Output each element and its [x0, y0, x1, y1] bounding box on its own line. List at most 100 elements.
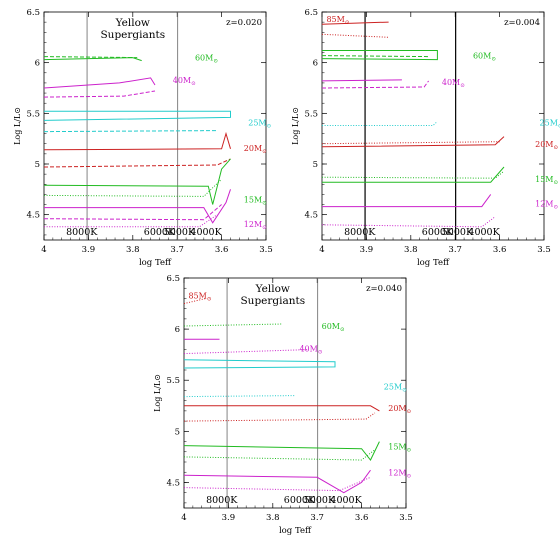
plot-frame — [183, 277, 407, 509]
evolution-track — [183, 476, 371, 492]
evolution-track — [183, 395, 296, 398]
y-tick-label: 6 — [35, 59, 40, 69]
evolution-track — [44, 214, 218, 228]
evolution-track — [43, 131, 231, 151]
y-tick-label: 6 — [313, 59, 318, 69]
x-tick-label: 3.5 — [259, 245, 273, 255]
temperature-label: 8000K — [206, 495, 238, 506]
mass-label: 20M⊙ — [388, 404, 411, 415]
evolution-track — [43, 56, 138, 59]
evolution-track — [321, 50, 438, 61]
chart-title: Yellow — [115, 17, 150, 29]
mass-label: 60M⊙ — [195, 54, 218, 65]
evolution-track — [183, 449, 376, 461]
y-tick-label: 6 — [175, 325, 180, 335]
x-tick-label: 3.8 — [404, 245, 418, 255]
mass-label: 15M⊙ — [388, 443, 411, 454]
y-tick-label: 5 — [175, 427, 180, 437]
chart-title: Supergiants — [100, 29, 165, 41]
x-tick-label: 3.5 — [537, 245, 551, 255]
chart-panel-z0040: 4 3.9 3.8 3.7 3.6 3.5 4.5 5 5.5 6 6.5 log Teff Log L… — [153, 274, 413, 535]
y-tick-label: 5 — [35, 160, 40, 170]
plot-frame — [43, 11, 267, 241]
mass-label: 15M⊙ — [535, 175, 558, 186]
metallicity-label: z=0.020 — [226, 18, 262, 28]
y-axis-label: Log L/L⊙ — [13, 107, 22, 145]
y-tick-label: 5 — [313, 160, 318, 170]
evolution-track — [43, 158, 231, 168]
evolution-track — [43, 110, 231, 121]
evolution-track — [44, 189, 231, 224]
evolution-track — [321, 55, 429, 58]
x-tick-label: 3.6 — [355, 513, 369, 523]
temperature-label: 4000K — [190, 227, 222, 238]
temperature-label: 6000K — [422, 227, 454, 238]
y-tick-label: 6.5 — [26, 8, 40, 18]
y-tick-label: 5.5 — [26, 109, 40, 119]
evolution-track — [183, 359, 336, 369]
evolution-track — [43, 158, 231, 205]
x-tick-label: 4 — [41, 245, 46, 255]
chart-panel-z0004: 4 3.9 3.8 3.7 3.6 3.5 4.5 5 5.5 6 6.5 log Teff Log L… — [291, 8, 560, 268]
evolution-track — [322, 194, 492, 208]
temperature-label: 5000K — [164, 227, 196, 238]
mass-label: 85M⊙ — [326, 15, 349, 26]
evolution-track — [184, 405, 380, 412]
y-tick-label: 4.5 — [166, 478, 180, 488]
chart-title: Supergiants — [240, 295, 305, 307]
chart-title: Yellow — [255, 283, 290, 295]
temperature-label: 6000K — [144, 227, 176, 238]
chart-panel-z0020: 4 3.9 3.8 3.7 3.6 3.5 4.5 5 5.5 6 6.5 log Teff Log L… — [13, 8, 273, 268]
y-tick-label: 4.5 — [26, 211, 40, 221]
evolution-track — [43, 204, 222, 221]
evolution-track — [43, 90, 156, 98]
x-axis-label: log Teff — [279, 526, 312, 535]
evolution-track — [322, 166, 505, 183]
x-tick-label: 3.8 — [126, 245, 140, 255]
x-tick-label: 3.8 — [266, 513, 280, 523]
x-tick-label: 3.6 — [215, 245, 229, 255]
x-tick-label: 3.9 — [222, 513, 236, 523]
x-axis-label: log Teff — [139, 258, 172, 268]
temperature-label: 5000K — [442, 227, 474, 238]
evolution-track — [43, 57, 142, 62]
evolution-track — [183, 349, 309, 355]
x-tick-label: 4 — [319, 245, 324, 255]
temperature-label: 6000K — [284, 495, 316, 506]
mass-label: 85M⊙ — [188, 291, 211, 302]
evolution-track — [321, 79, 402, 82]
y-tick-label: 5.5 — [304, 109, 318, 119]
y-tick-label: 5.5 — [166, 376, 180, 386]
evolution-track — [322, 121, 438, 126]
plot-frame — [321, 11, 545, 241]
mass-label: 60M⊙ — [473, 52, 496, 63]
y-tick-label: 6.5 — [166, 274, 180, 284]
x-tick-label: 3.9 — [360, 245, 374, 255]
x-tick-label: 3.7 — [448, 245, 462, 255]
metallicity-label: z=0.040 — [366, 284, 402, 294]
temperature-label: 8000K — [344, 227, 376, 238]
mass-label: 40M⊙ — [299, 345, 322, 356]
x-tick-label: 4 — [181, 513, 186, 523]
mass-label: 25M⊙ — [384, 382, 407, 393]
temperature-label: 4000K — [330, 495, 362, 506]
y-axis-label: Log L/L⊙ — [291, 107, 300, 145]
mass-label: 12M⊙ — [388, 468, 411, 479]
x-tick-label: 3.7 — [170, 245, 184, 255]
mass-label: 12M⊙ — [244, 220, 267, 231]
mass-label: 40M⊙ — [173, 76, 196, 87]
mass-label: 25M⊙ — [248, 118, 271, 129]
y-axis-label: Log L/L⊙ — [153, 374, 162, 412]
evolution-track — [183, 441, 380, 461]
temperature-label: 8000K — [66, 227, 98, 238]
mass-label: 25M⊙ — [540, 118, 560, 129]
metallicity-label: z=0.004 — [504, 18, 540, 28]
mass-label: 60M⊙ — [322, 322, 345, 333]
evolution-track — [183, 412, 376, 422]
evolution-track — [183, 323, 282, 327]
mass-label: 12M⊙ — [535, 200, 558, 211]
evolution-track — [43, 130, 218, 133]
evolution-track — [43, 77, 156, 89]
evolution-track — [321, 141, 500, 145]
